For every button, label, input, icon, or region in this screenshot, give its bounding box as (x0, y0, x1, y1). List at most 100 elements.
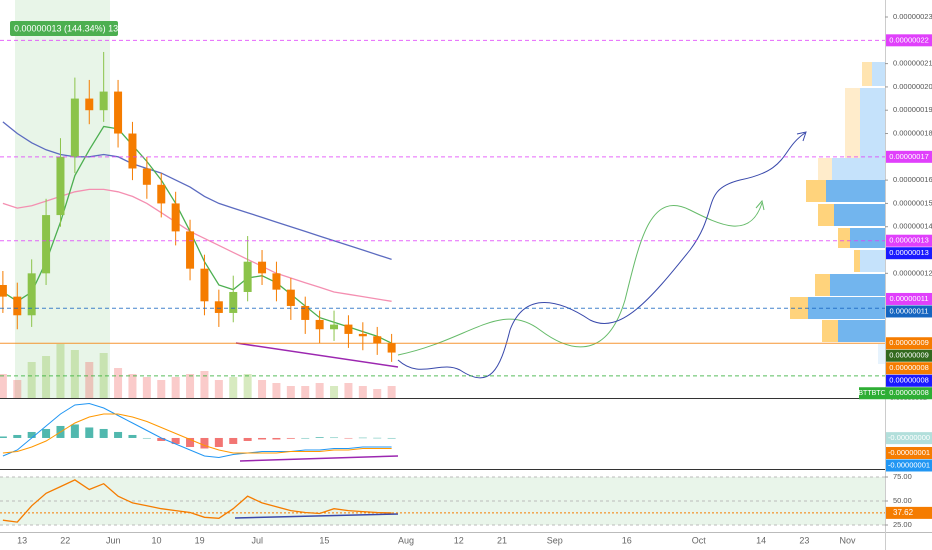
volume-bar (13, 380, 22, 398)
histogram-bar (258, 437, 267, 440)
rsi-badge (886, 506, 932, 519)
histogram-bar (157, 437, 166, 441)
histogram-bar (344, 437, 353, 439)
volume-bar (358, 386, 367, 398)
macd-line (2, 402, 392, 459)
x-tick-label: 10 (151, 535, 161, 545)
candle-body (171, 203, 180, 232)
price-badge (886, 446, 932, 459)
volume-bar (99, 353, 108, 398)
volume-bar (229, 377, 238, 398)
price-badge (886, 349, 932, 362)
y-tick-label: 25.00 (893, 520, 912, 529)
candle-body (56, 156, 65, 216)
y-tick-label: 0.00000016 (893, 175, 932, 184)
divergence-line (235, 342, 399, 368)
candle-body (27, 273, 36, 316)
price-badge (886, 374, 932, 387)
y-tick-label: 50.00 (893, 496, 912, 505)
y-tick-label: 0.00000023 (893, 12, 932, 21)
candle-body (200, 268, 209, 302)
price-badge-label: 0.00000009 (889, 338, 929, 347)
x-tick-label: Jun (106, 535, 121, 545)
volume-bar (258, 380, 267, 398)
price-badge-label: 0.00000013 (889, 236, 929, 245)
x-tick-label: 12 (454, 535, 464, 545)
y-tick-label: 0.00000015 (893, 198, 932, 207)
candle-body (214, 301, 223, 313)
x-tick-label: 23 (799, 535, 809, 545)
candle-body (301, 305, 310, 320)
price-badge-label: -0.00000001 (888, 448, 930, 457)
x-tick-label: Oct (692, 535, 707, 545)
histogram-bar (70, 424, 79, 438)
volume-bar (387, 386, 396, 398)
volume-bar (344, 383, 353, 398)
histogram-bar (315, 437, 324, 438)
volume-bar (114, 368, 123, 398)
measure-label: 0.00000013 (144.34%) 13 (14, 23, 118, 33)
volume-bar (70, 350, 79, 398)
histogram-bar (358, 437, 367, 439)
volume-profile (790, 62, 885, 364)
volume-bar (142, 377, 151, 398)
y-tick-label: 0.00000012 (893, 268, 932, 277)
candle-body (258, 261, 267, 274)
volume-bar (0, 374, 7, 398)
histogram-bar (85, 427, 94, 438)
price-badge-label: 0.00000008 (889, 363, 929, 372)
price-badge-label: 0.00000011 (889, 306, 928, 315)
price-badge (886, 459, 932, 472)
candle-body (373, 336, 382, 344)
x-tick-label: 22 (60, 535, 70, 545)
price-badge-label: 0.00000008 (889, 388, 929, 397)
y-tick-label: 0.00000014 (893, 222, 932, 231)
measure-badge (10, 21, 118, 36)
candle-body (0, 284, 7, 297)
candle-body (186, 231, 195, 269)
symbol-label: BTTBTC (858, 390, 885, 397)
histogram-bar (373, 437, 382, 439)
histogram-bar (128, 434, 137, 438)
volume-bar (272, 383, 281, 398)
volume-bar (157, 380, 166, 398)
divergence-line (239, 455, 399, 462)
price-badge-label: 0.00000022 (889, 35, 929, 44)
price-badge-label: 0.00000008 (889, 376, 929, 385)
volume-bar (42, 356, 51, 398)
histogram-bar (99, 428, 108, 438)
price-badge (886, 337, 932, 350)
histogram-bar (171, 437, 180, 444)
histogram-bar (186, 437, 195, 447)
volume-bar (243, 374, 252, 398)
x-tick-label: Aug (398, 535, 414, 545)
price-badge (886, 150, 932, 163)
histogram-bar (286, 437, 295, 439)
volume-bar (214, 380, 223, 398)
x-tick-label: 16 (622, 535, 632, 545)
divergence-line (234, 513, 399, 519)
x-tick-label: Nov (840, 535, 857, 545)
price-badge-label: 0.00000009 (889, 351, 929, 360)
projection-blue (397, 132, 806, 379)
candle-body (99, 91, 108, 111)
candle-body (358, 333, 367, 337)
macd-line (2, 413, 392, 454)
x-tick-label: 13 (17, 535, 27, 545)
price-badge (886, 34, 932, 47)
candle-body (142, 168, 151, 185)
candle-body (387, 343, 396, 353)
histogram-bar (0, 436, 7, 438)
volume-bar (85, 362, 94, 398)
y-tick-label: 0.00000018 (893, 129, 932, 138)
y-tick-label: 0.00000021 (893, 59, 932, 68)
y-tick-label: 0.00000020 (893, 82, 932, 91)
price-badge-label: 0.00000013 (889, 248, 929, 257)
volume-bar (301, 386, 310, 398)
candle-body (315, 319, 324, 330)
price-badge (886, 362, 932, 375)
x-tick-label: 14 (756, 535, 766, 545)
histogram-bar (387, 437, 396, 439)
volume-bar (286, 386, 295, 398)
